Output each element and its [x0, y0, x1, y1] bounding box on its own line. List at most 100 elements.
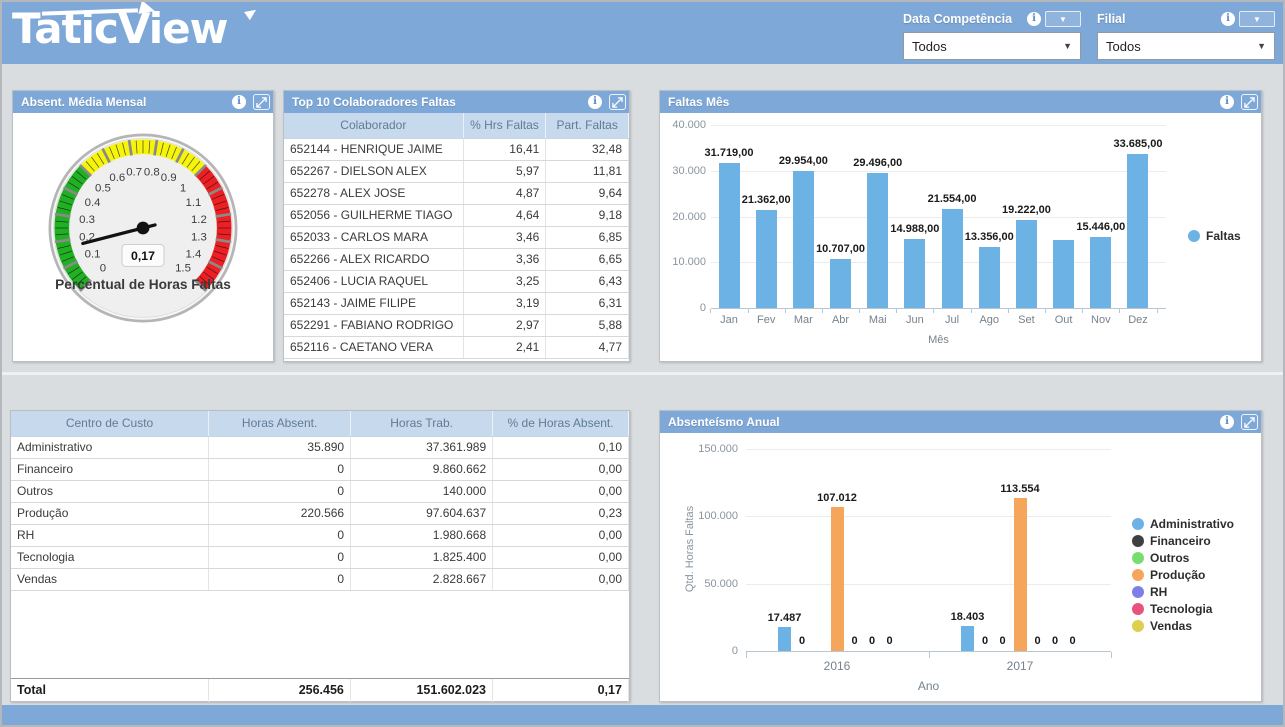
svg-text:1.1: 1.1: [186, 197, 202, 209]
y-tick-label: 10.000: [662, 256, 706, 268]
legend-item-rh[interactable]: RH: [1132, 585, 1234, 599]
axis-tick: [859, 309, 860, 313]
bar[interactable]: [867, 173, 888, 308]
value-cell: 4,64: [463, 204, 546, 226]
info-icon[interactable]: i: [1027, 12, 1041, 26]
table-row[interactable]: 652266 - ALEX RICARDO3,366,65: [284, 248, 629, 270]
legend-item-faltas[interactable]: Faltas: [1188, 229, 1241, 243]
table-row[interactable]: Tecnologia01.825.4000,00: [11, 546, 629, 568]
bar[interactable]: [1016, 220, 1037, 308]
bar[interactable]: [904, 239, 925, 308]
bar[interactable]: [830, 259, 851, 308]
legend-item-administrativo[interactable]: Administrativo: [1132, 517, 1234, 531]
axis-tick: [1082, 309, 1083, 313]
panel-header: Absent. Média Mensal i: [13, 91, 273, 113]
svg-text:1.2: 1.2: [191, 214, 207, 226]
table-row[interactable]: 652144 - HENRIQUE JAIME16,4132,48: [284, 138, 629, 160]
legend-item-financeiro[interactable]: Financeiro: [1132, 534, 1234, 548]
expand-icon[interactable]: [1241, 94, 1258, 110]
bar[interactable]: [1127, 154, 1148, 308]
value-cell: 6,65: [546, 248, 629, 270]
value-cell: 0,00: [493, 546, 629, 568]
value-cell: 0: [209, 546, 351, 568]
filial-select[interactable]: Todos ▼: [1097, 32, 1275, 60]
value-cell: 0,00: [493, 458, 629, 480]
legend-item-tecnologia[interactable]: Tecnologia: [1132, 602, 1234, 616]
y-tick-label: 20.000: [662, 211, 706, 223]
value-cell: 0: [209, 480, 351, 502]
expand-icon[interactable]: [253, 94, 270, 110]
info-icon[interactable]: i: [1220, 95, 1234, 109]
bar[interactable]: [979, 247, 1000, 308]
bar[interactable]: [793, 171, 814, 308]
panel-title: Absenteísmo Anual: [668, 415, 1220, 429]
info-icon[interactable]: i: [1220, 415, 1234, 429]
column-header[interactable]: Part. Faltas: [546, 113, 629, 138]
table-row[interactable]: Vendas02.828.6670,00: [11, 568, 629, 590]
table-row[interactable]: Outros0140.0000,00: [11, 480, 629, 502]
legend-item-produção[interactable]: Produção: [1132, 568, 1234, 582]
expand-icon[interactable]: [1241, 414, 1258, 430]
bar[interactable]: [961, 626, 974, 651]
app-logo[interactable]: TaticView: [12, 4, 227, 53]
column-header[interactable]: % Hrs Faltas: [463, 113, 546, 138]
value-cell: 3,19: [463, 292, 546, 314]
table-row[interactable]: Financeiro09.860.6620,00: [11, 458, 629, 480]
zero-value-label: 0: [1047, 635, 1063, 647]
column-header[interactable]: Horas Trab.: [351, 411, 493, 436]
bar[interactable]: [942, 209, 963, 308]
row-label-cell: Produção: [11, 502, 209, 524]
legend-item-vendas[interactable]: Vendas: [1132, 619, 1234, 633]
column-header[interactable]: Horas Absent.: [209, 411, 351, 436]
zero-value-label: 0: [995, 635, 1011, 647]
bar-value-label: 17.487: [750, 612, 820, 624]
expand-icon[interactable]: [609, 94, 626, 110]
table-row[interactable]: 652291 - FABIANO RODRIGO2,975,88: [284, 314, 629, 336]
svg-text:0.6: 0.6: [109, 172, 125, 184]
column-header[interactable]: % de Horas Absent.: [493, 411, 629, 436]
legend-dot-icon: [1188, 230, 1200, 242]
y-tick-label: 40.000: [662, 119, 706, 131]
panel-title: Absent. Média Mensal: [21, 95, 232, 109]
bar[interactable]: [1014, 498, 1027, 651]
bar[interactable]: [719, 163, 740, 308]
legend-label: Administrativo: [1150, 517, 1234, 531]
bar[interactable]: [1090, 237, 1111, 308]
panel-centro-de-custo: Centro de CustoHoras Absent.Horas Trab.%…: [10, 410, 630, 702]
info-icon[interactable]: i: [1221, 12, 1235, 26]
axis-tick: [1008, 309, 1009, 313]
bar-value-label: 31.719,00: [689, 147, 769, 159]
table-row[interactable]: 652267 - DIELSON ALEX5,9711,81: [284, 160, 629, 182]
table-row[interactable]: 652116 - CAETANO VERA2,414,77: [284, 336, 629, 358]
table-row[interactable]: Produção220.56697.604.6370,23: [11, 502, 629, 524]
gauge-chart: 00.10.20.30.40.50.60.70.80.911.11.21.31.…: [38, 123, 248, 333]
data-competencia-select[interactable]: Todos ▼: [903, 32, 1081, 60]
svg-text:0.9: 0.9: [161, 172, 177, 184]
info-icon[interactable]: i: [588, 95, 602, 109]
table-row[interactable]: 652143 - JAIME FILIPE3,196,31: [284, 292, 629, 314]
column-header[interactable]: Colaborador: [284, 113, 463, 138]
bar[interactable]: [756, 210, 777, 308]
bar[interactable]: [778, 627, 791, 651]
table-row[interactable]: 652278 - ALEX JOSE4,879,64: [284, 182, 629, 204]
filter-options-button[interactable]: ▼: [1239, 11, 1275, 27]
table-header-row: Centro de CustoHoras Absent.Horas Trab.%…: [11, 411, 629, 436]
x-category-label: Set: [1008, 314, 1044, 326]
filter-data-competencia: Data Competência i ▼ Todos ▼: [903, 10, 1081, 60]
x-category-label: Jan: [711, 314, 747, 326]
table-row[interactable]: 652033 - CARLOS MARA3,466,85: [284, 226, 629, 248]
table-row[interactable]: RH01.980.6680,00: [11, 524, 629, 546]
bar[interactable]: [831, 507, 844, 651]
axis-tick: [1119, 309, 1120, 313]
legend-item-outros[interactable]: Outros: [1132, 551, 1234, 565]
value-cell: 0,10: [493, 436, 629, 458]
column-header[interactable]: Centro de Custo: [11, 411, 209, 436]
table-row[interactable]: 652056 - GUILHERME TIAGO4,649,18: [284, 204, 629, 226]
panel-header: Top 10 Colaboradores Faltas i: [284, 91, 629, 113]
bar-value-label: 19.222,00: [986, 204, 1066, 216]
bar[interactable]: [1053, 240, 1074, 308]
filter-options-button[interactable]: ▼: [1045, 11, 1081, 27]
info-icon[interactable]: i: [232, 95, 246, 109]
table-row[interactable]: 652406 - LUCIA RAQUEL3,256,43: [284, 270, 629, 292]
table-row[interactable]: Administrativo35.89037.361.9890,10: [11, 436, 629, 458]
